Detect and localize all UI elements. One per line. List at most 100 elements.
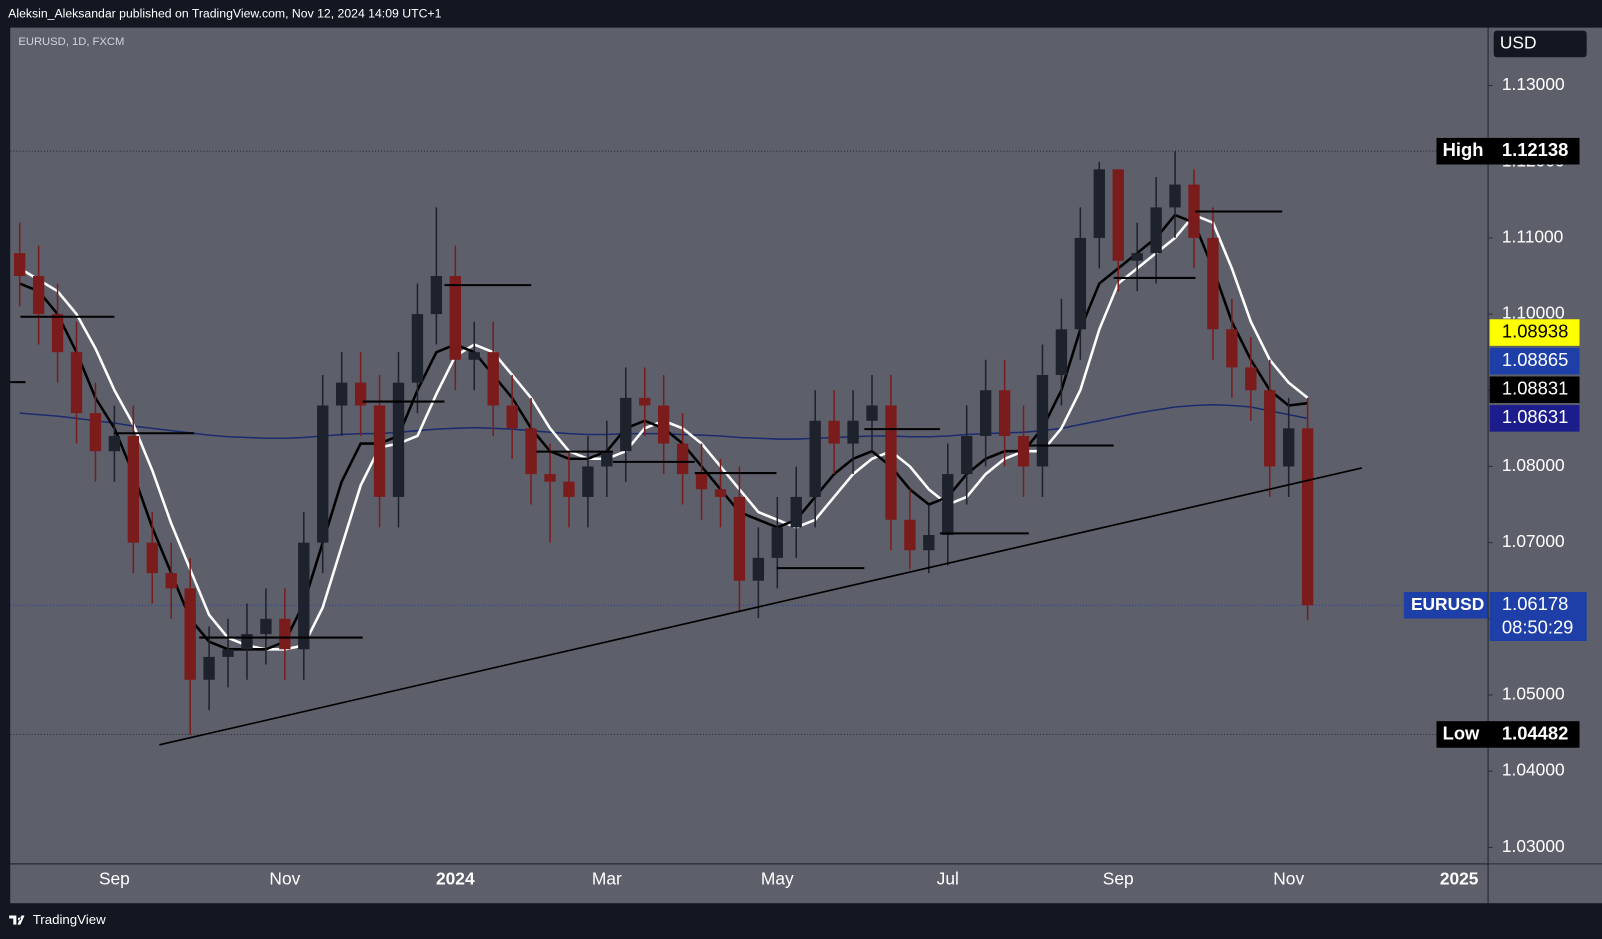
candle-body: [1074, 237, 1087, 330]
candle-body: [790, 496, 802, 528]
candle-body: [279, 618, 291, 650]
candle-body: [828, 420, 840, 444]
candle-body: [335, 382, 348, 406]
candle-body: [601, 451, 613, 467]
candle-body: [241, 634, 253, 650]
x-tick-label: May: [761, 868, 794, 888]
time-axis: [10, 864, 1488, 904]
candle-body: [1112, 169, 1124, 261]
indicator-label-box: [1489, 405, 1580, 432]
candle-body: [1264, 390, 1276, 467]
candle-body: [127, 435, 140, 543]
candle-body: [923, 535, 935, 551]
candle-body: [885, 405, 897, 520]
y-tick-label: 1.03000: [1502, 836, 1565, 856]
candle-body: [1283, 428, 1295, 467]
y-tick-label: 1.11000: [1502, 226, 1563, 246]
candle-body: [809, 420, 821, 497]
candle-body: [260, 618, 272, 635]
y-tick-label: 1.07000: [1502, 531, 1565, 551]
candle-body: [449, 275, 461, 360]
user-drawings: [10, 210, 1363, 746]
candle-body: [620, 397, 632, 452]
candle-body: [411, 314, 424, 383]
candle-body: [1150, 207, 1162, 254]
candle-body: [1226, 329, 1238, 368]
indicator-label-box: [1489, 319, 1580, 346]
candle-body: [70, 352, 83, 414]
candle-body: [582, 466, 594, 497]
logo-icon: [9, 915, 25, 925]
x-tick-label: Sep: [1103, 868, 1134, 888]
candle-body: [657, 405, 670, 444]
candle-body: [752, 557, 765, 581]
y-tick-label: 1.04000: [1502, 760, 1565, 780]
plot-area: [10, 27, 1488, 864]
candle-body: [847, 420, 859, 444]
footer-logo: [9, 915, 25, 925]
indicator-label-value: 1.08831: [1502, 378, 1568, 399]
candle-body: [1036, 375, 1049, 467]
candle-body: [942, 474, 954, 536]
x-tick-label: 2025: [1440, 868, 1479, 888]
x-tick-label: Mar: [592, 868, 622, 888]
x-tick-label: Sep: [99, 868, 130, 888]
candle-body: [998, 390, 1011, 436]
indicator-label-box: [1489, 376, 1580, 404]
currency-box: [1493, 30, 1587, 58]
indicator-label-value: 1.08938: [1502, 320, 1568, 341]
candle-body: [222, 649, 234, 657]
candle-body: [203, 656, 215, 680]
candle-body: [979, 390, 992, 436]
candle-body: [89, 413, 102, 452]
y-tick-label: 1.05000: [1502, 684, 1565, 704]
candle-body: [525, 428, 537, 475]
price-marker-value: 1.04482: [1502, 722, 1568, 743]
candle-body: [146, 542, 158, 574]
indicator-label-value: 1.08865: [1502, 349, 1568, 370]
last-price-name-box: [1403, 591, 1488, 619]
candle-body: [373, 405, 386, 497]
publisher-header: Aleksin_Aleksandar published on TradingV…: [8, 7, 441, 21]
candle-body: [1207, 237, 1219, 330]
candle-body: [184, 588, 196, 680]
candle-body: [563, 481, 575, 497]
y-tick-label: 1.08000: [1502, 455, 1565, 475]
candle-body: [32, 275, 45, 315]
candle-body: [506, 405, 518, 429]
price-marker-value: 1.12138: [1502, 139, 1568, 160]
price-marker-box: [1436, 721, 1580, 748]
candle-body: [392, 382, 405, 497]
indicator-label-box: [1489, 347, 1580, 375]
price-marker-name: Low: [1443, 722, 1480, 743]
candle-body: [487, 352, 499, 406]
currency-label: USD: [1500, 33, 1537, 53]
candle-body: [14, 253, 26, 276]
candle-body: [165, 573, 177, 589]
candle-body: [298, 542, 310, 650]
candle-body: [544, 474, 556, 482]
candle-body: [1301, 428, 1314, 606]
candle-body: [714, 489, 727, 497]
candle-body: [468, 352, 480, 360]
candle-body: [1017, 435, 1030, 467]
last-price-countdown: 08:50:29: [1502, 617, 1574, 638]
symbol-title: EURUSD, 1D, FXCM: [18, 36, 124, 48]
candle-body: [695, 474, 708, 490]
candle-body: [1055, 329, 1068, 376]
price-axis: [1488, 27, 1602, 904]
last-price-name: EURUSD: [1411, 594, 1484, 614]
candle-body: [639, 397, 651, 406]
x-tick-label: 2024: [436, 868, 475, 888]
y-tick-label: 1.10000: [1502, 303, 1565, 323]
candle-body: [1188, 184, 1200, 238]
candle-body: [771, 527, 783, 558]
candle-body: [676, 443, 689, 475]
candle-body: [430, 275, 443, 315]
candle-body: [1245, 367, 1257, 391]
candle-body: [317, 405, 329, 543]
last-price-value: 1.06178: [1502, 593, 1568, 614]
candle-body: [1131, 253, 1143, 261]
